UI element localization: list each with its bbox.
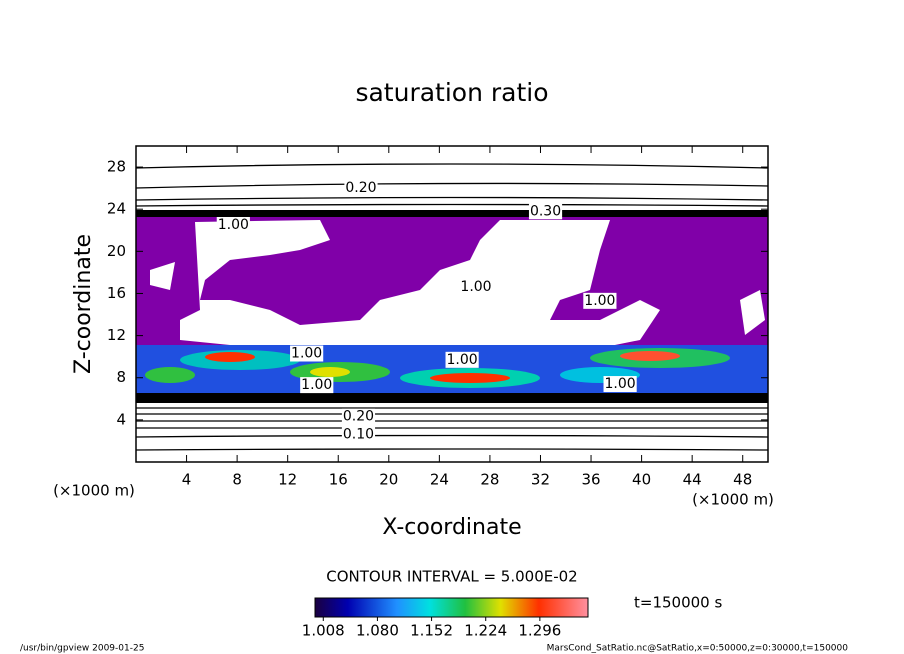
colorbar-tick-label: 1.152 — [410, 622, 453, 640]
y-axis-label: Z-coordinate — [71, 234, 96, 374]
x-tick-label: 24 — [430, 471, 449, 489]
x-tick-label: 12 — [278, 471, 297, 489]
contour-label-bg — [341, 408, 376, 425]
y-tick-label: 8 — [116, 368, 126, 386]
colorbar-tick-label: 1.296 — [518, 622, 561, 640]
axis-unit: (×1000 m) — [692, 491, 774, 509]
contour-label: 1.00 — [291, 346, 322, 362]
contour-label: 1.00 — [447, 352, 478, 368]
colorbar-tick-label: 1.224 — [464, 622, 507, 640]
x-tick-label: 48 — [733, 471, 752, 489]
contour-label-bg — [445, 351, 479, 368]
contour-label-bg — [216, 217, 250, 233]
contour-label: 1.00 — [301, 377, 332, 393]
x-tick-label: 44 — [683, 471, 702, 489]
x-tick-label: 8 — [232, 471, 242, 489]
y-tick-label: 12 — [107, 326, 126, 344]
contour-label-bg — [300, 377, 334, 394]
contour-label: 0.20 — [343, 409, 374, 425]
contour-interval: CONTOUR INTERVAL = 5.000E-02 — [326, 568, 577, 586]
y-tick-label: 24 — [107, 200, 126, 218]
contour-label: 1.00 — [460, 279, 491, 295]
contour-label: 0.20 — [345, 180, 376, 196]
plot-frame — [135, 145, 769, 463]
contour-label-bg — [459, 279, 493, 296]
contour-label: 0.30 — [530, 203, 561, 219]
contour-label-bg — [528, 203, 563, 220]
axis-unit: (×1000 m) — [53, 482, 135, 500]
colorbar — [314, 597, 589, 618]
contour-label-bg — [341, 426, 376, 443]
colorbar-tick-label: 1.008 — [302, 622, 345, 640]
footer: /usr/bin/gpview 2009-01-25 — [20, 644, 144, 654]
footer: MarsCond_SatRatio.nc@SatRatio,x=0:50000,… — [547, 644, 849, 654]
chart-title: saturation ratio — [355, 78, 548, 107]
x-tick-label: 20 — [379, 471, 398, 489]
contour-label-bg — [603, 376, 637, 393]
x-axis-label: X-coordinate — [382, 515, 521, 540]
contour-label-bg — [583, 292, 617, 309]
contour-label: 0.10 — [343, 427, 374, 443]
x-tick-label: 40 — [632, 471, 651, 489]
x-tick-label: 36 — [581, 471, 600, 489]
time-label: t=150000 s — [634, 594, 722, 612]
y-tick-label: 16 — [107, 284, 126, 302]
x-tick-label: 32 — [531, 471, 550, 489]
contour-label: 1.00 — [218, 217, 249, 233]
colorbar-tick-label: 1.080 — [356, 622, 399, 640]
y-tick-label: 28 — [107, 158, 126, 176]
y-tick-label: 4 — [116, 410, 126, 428]
contour-label: 1.00 — [605, 376, 636, 392]
x-tick-label: 28 — [480, 471, 499, 489]
y-tick-label: 20 — [107, 242, 126, 260]
contour-label-bg — [344, 180, 378, 197]
contour-label: 1.00 — [584, 293, 615, 309]
x-tick-label: 16 — [329, 471, 348, 489]
field — [136, 163, 768, 451]
x-tick-label: 4 — [182, 471, 192, 489]
contour-label-bg — [290, 345, 324, 362]
